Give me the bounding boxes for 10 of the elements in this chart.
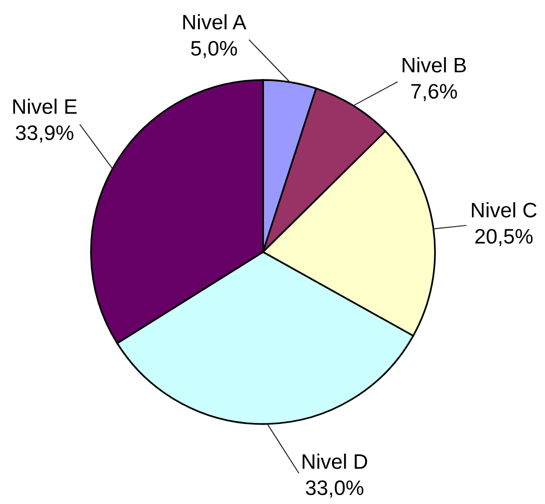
data-label: 20,5%: [475, 228, 533, 246]
slice-label: Nivel E: [13, 98, 77, 114]
data-label: 33,9%: [16, 125, 74, 143]
data-label: 5,0%: [191, 40, 237, 58]
slice-label: Nivel D: [302, 454, 368, 469]
slice-label: Nivel C: [472, 202, 537, 218]
data-label: 7,6%: [411, 84, 457, 102]
data-label: 33,0%: [306, 480, 364, 498]
slice-label: Nivel B: [402, 57, 466, 72]
slice-label: Nivel A: [183, 14, 246, 30]
